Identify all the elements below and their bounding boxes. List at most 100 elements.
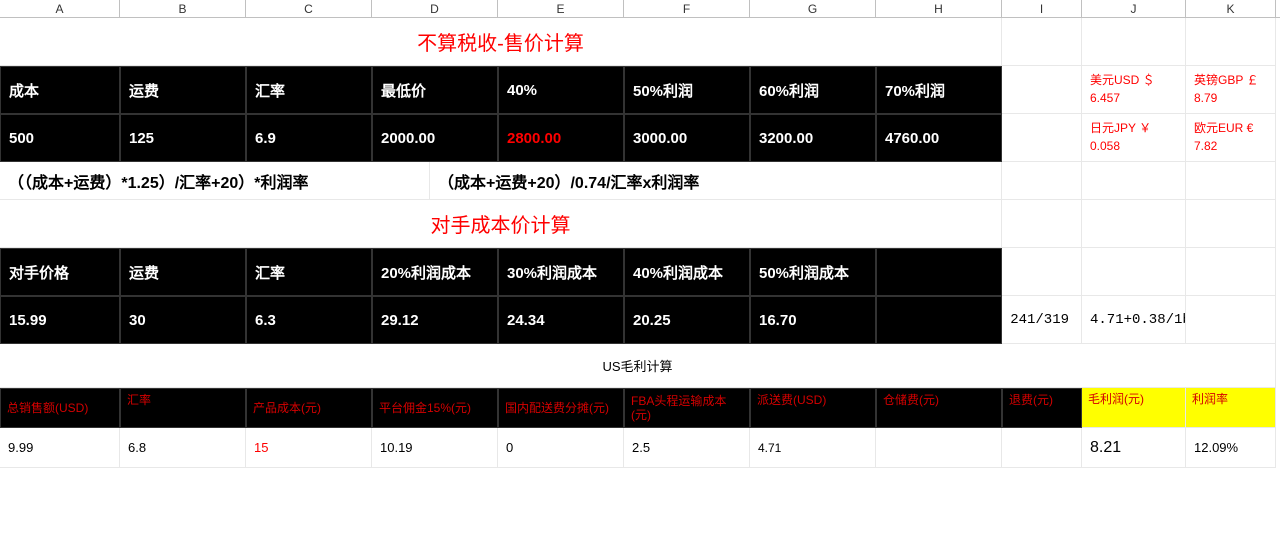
s1-hdr-cost[interactable]: 成本: [0, 66, 120, 114]
s2-hdr-1[interactable]: 运费: [120, 248, 246, 296]
s2-val-3[interactable]: 29.12: [372, 296, 498, 344]
blank-cell[interactable]: [1082, 162, 1186, 200]
s3-val-5[interactable]: 2.5: [624, 428, 750, 468]
col-header-g[interactable]: G: [750, 0, 876, 17]
s3-hdr-7[interactable]: 仓储费(元): [876, 388, 1002, 428]
col-header-e[interactable]: E: [498, 0, 624, 17]
s2-val-1[interactable]: 30: [120, 296, 246, 344]
section2-title[interactable]: 对手成本价计算: [0, 200, 1002, 248]
column-headers: A B C D E F G H I J K: [0, 0, 1280, 18]
s3-val-6[interactable]: 4.71: [750, 428, 876, 468]
col-header-b[interactable]: B: [120, 0, 246, 17]
col-header-j[interactable]: J: [1082, 0, 1186, 17]
s1-hdr-min[interactable]: 最低价: [372, 66, 498, 114]
s2-k-val[interactable]: 4.71+0.38/1b: [1082, 296, 1186, 344]
s3-hdr-10[interactable]: 利润率: [1186, 388, 1276, 428]
blank-cell[interactable]: [1082, 18, 1186, 66]
s3-val-3[interactable]: 10.19: [372, 428, 498, 468]
col-header-a[interactable]: A: [0, 0, 120, 17]
rate-jpy[interactable]: 日元JPY ￥ 0.058: [1082, 114, 1186, 162]
s3-val-9[interactable]: 8.21: [1082, 428, 1186, 468]
blank-cell[interactable]: [1186, 248, 1276, 296]
s2-hdr-4[interactable]: 30%利润成本: [498, 248, 624, 296]
col-header-c[interactable]: C: [246, 0, 372, 17]
blank-cell[interactable]: [1002, 162, 1082, 200]
blank-cell[interactable]: [1082, 248, 1186, 296]
rate-eur-label: 欧元EUR €: [1194, 121, 1253, 137]
s1-val-cost[interactable]: 500: [0, 114, 120, 162]
s1-val-40[interactable]: 2800.00: [498, 114, 624, 162]
section3-title-row: US毛利计算: [0, 344, 1280, 388]
blank-cell[interactable]: [1186, 296, 1276, 344]
rate-jpy-label: 日元JPY ￥: [1090, 121, 1151, 137]
section1-title-row: 不算税收-售价计算: [0, 18, 1280, 66]
s3-val-0[interactable]: 9.99: [0, 428, 120, 468]
s2-val-4[interactable]: 24.34: [498, 296, 624, 344]
rate-gbp-value: 8.79: [1194, 91, 1217, 107]
blank-cell[interactable]: [1002, 200, 1082, 248]
blank-cell[interactable]: [1186, 18, 1276, 66]
s1-val-70[interactable]: 4760.00: [876, 114, 1002, 162]
col-header-k[interactable]: K: [1186, 0, 1276, 17]
s2-val-0[interactable]: 15.99: [0, 296, 120, 344]
s2-hdr-3[interactable]: 20%利润成本: [372, 248, 498, 296]
rate-usd[interactable]: 美元USD ＄ 6.457: [1082, 66, 1186, 114]
rate-gbp[interactable]: 英镑GBP ￡ 8.79: [1186, 66, 1276, 114]
s1-val-min[interactable]: 2000.00: [372, 114, 498, 162]
section2-title-row: 对手成本价计算: [0, 200, 1280, 248]
s3-hdr-8[interactable]: 退费(元): [1002, 388, 1082, 428]
s1-formula-left[interactable]: （（成本+运费）*1.25）/汇率+20）*利润率: [0, 162, 430, 200]
s1-hdr-60[interactable]: 60%利润: [750, 66, 876, 114]
rate-eur-value: 7.82: [1194, 139, 1217, 155]
s1-hdr-70[interactable]: 70%利润: [876, 66, 1002, 114]
s3-hdr-2[interactable]: 产品成本(元): [246, 388, 372, 428]
s1-val-rate[interactable]: 6.9: [246, 114, 372, 162]
blank-cell[interactable]: [1002, 248, 1082, 296]
blank-black[interactable]: [876, 296, 1002, 344]
blank-cell[interactable]: [1186, 162, 1276, 200]
s2-val-2[interactable]: 6.3: [246, 296, 372, 344]
s2-hdr-2[interactable]: 汇率: [246, 248, 372, 296]
s1-val-50[interactable]: 3000.00: [624, 114, 750, 162]
col-header-h[interactable]: H: [876, 0, 1002, 17]
s2-hdr-6[interactable]: 50%利润成本: [750, 248, 876, 296]
col-header-i[interactable]: I: [1002, 0, 1082, 17]
s3-val-10[interactable]: 12.09%: [1186, 428, 1276, 468]
blank-cell[interactable]: [1002, 114, 1082, 162]
s3-hdr-4[interactable]: 国内配送费分摊(元): [498, 388, 624, 428]
section3-title[interactable]: US毛利计算: [0, 344, 1276, 388]
col-header-f[interactable]: F: [624, 0, 750, 17]
s3-hdr-5[interactable]: FBA头程运输成本(元): [624, 388, 750, 428]
s1-val-ship[interactable]: 125: [120, 114, 246, 162]
s3-hdr-6[interactable]: 派送费(USD): [750, 388, 876, 428]
s3-val-1[interactable]: 6.8: [120, 428, 246, 468]
s1-hdr-50[interactable]: 50%利润: [624, 66, 750, 114]
blank-cell[interactable]: [1002, 18, 1082, 66]
s3-hdr-3[interactable]: 平台佣金15%(元): [372, 388, 498, 428]
s3-val-2[interactable]: 15: [246, 428, 372, 468]
s1-hdr-40[interactable]: 40%: [498, 66, 624, 114]
col-header-d[interactable]: D: [372, 0, 498, 17]
blank-black[interactable]: [876, 248, 1002, 296]
s3-hdr-9[interactable]: 毛利润(元): [1082, 388, 1186, 428]
blank-cell[interactable]: [1002, 66, 1082, 114]
s1-formula-right[interactable]: （成本+运费+20）/0.74/汇率x利润率: [430, 162, 1002, 200]
s2-hdr-5[interactable]: 40%利润成本: [624, 248, 750, 296]
s3-hdr-1[interactable]: 汇率: [120, 388, 246, 428]
section1-title[interactable]: 不算税收-售价计算: [0, 18, 1002, 66]
s1-val-60[interactable]: 3200.00: [750, 114, 876, 162]
s2-val-6[interactable]: 16.70: [750, 296, 876, 344]
s3-val-8[interactable]: [1002, 428, 1082, 468]
blank-cell[interactable]: [1186, 200, 1276, 248]
s3-hdr-0[interactable]: 总销售额(USD): [0, 388, 120, 428]
s3-val-7[interactable]: [876, 428, 1002, 468]
blank-cell[interactable]: [1082, 200, 1186, 248]
s2-hdr-0[interactable]: 对手价格: [0, 248, 120, 296]
s1-hdr-ship[interactable]: 运费: [120, 66, 246, 114]
rate-eur[interactable]: 欧元EUR € 7.82: [1186, 114, 1276, 162]
s2-j-val[interactable]: 241/319: [1002, 296, 1082, 344]
rate-usd-label: 美元USD ＄: [1090, 73, 1155, 89]
s1-hdr-rate[interactable]: 汇率: [246, 66, 372, 114]
s2-val-5[interactable]: 20.25: [624, 296, 750, 344]
s3-val-4[interactable]: 0: [498, 428, 624, 468]
